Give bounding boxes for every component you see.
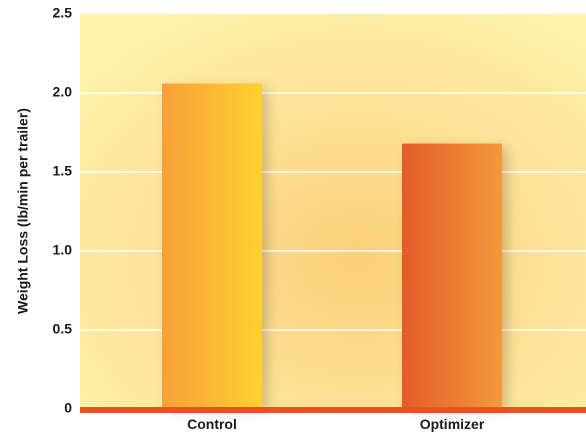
y-tick-label-4: 2.0 bbox=[53, 84, 73, 100]
y-tick-labels: 0 0.5 1.0 1.5 2.0 2.5 bbox=[53, 5, 73, 416]
bars bbox=[162, 83, 502, 408]
plot-background bbox=[80, 14, 586, 409]
x-tick-labels: Control Optimizer bbox=[187, 416, 485, 432]
x-tick-label-optimizer: Optimizer bbox=[420, 416, 485, 432]
y-tick-label-3: 1.5 bbox=[53, 163, 73, 179]
x-tick-label-control: Control bbox=[187, 416, 237, 432]
y-tick-label-2: 1.0 bbox=[53, 242, 73, 258]
y-axis-title: Weight Loss (lb/min per trailer) bbox=[15, 108, 31, 314]
y-tick-label-1: 0.5 bbox=[53, 321, 73, 337]
bar-control bbox=[162, 83, 262, 408]
y-tick-label-5: 2.5 bbox=[53, 5, 73, 21]
x-axis-baseline bbox=[80, 407, 586, 413]
y-tick-label-0: 0 bbox=[64, 400, 72, 416]
bar-optimizer bbox=[402, 143, 502, 407]
